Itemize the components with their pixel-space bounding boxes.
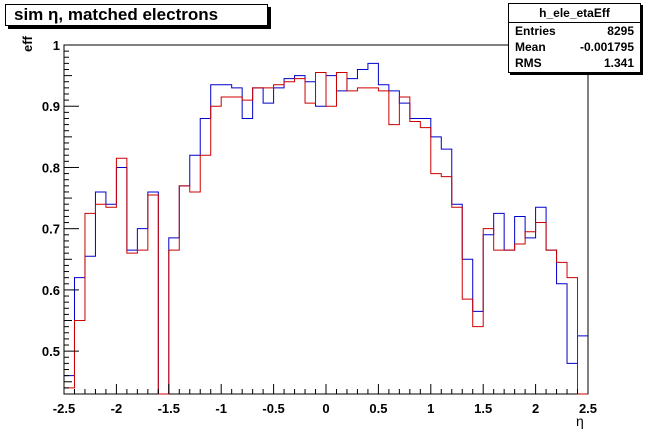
stats-label: RMS <box>515 56 542 70</box>
y-tick-label: 1 <box>53 38 60 53</box>
y-tick-label: 0.5 <box>42 344 60 359</box>
series-line-red <box>64 72 588 395</box>
x-axis-label: η <box>576 413 584 429</box>
x-tick-label: -2 <box>111 401 123 416</box>
y-tick-label: 0.9 <box>42 99 60 114</box>
x-tick-label: 1 <box>427 401 434 416</box>
stats-row-mean: Mean -0.001795 <box>509 39 640 55</box>
stats-value: 8295 <box>607 24 634 38</box>
y-axis-label: eff <box>20 36 35 52</box>
y-tick-label: 0.8 <box>42 160 60 175</box>
y-tick-label: 0.6 <box>42 283 60 298</box>
x-tick-label: -1 <box>215 401 227 416</box>
y-tick-label: 0.7 <box>42 222 60 237</box>
stats-row-rms: RMS 1.341 <box>509 55 640 71</box>
x-tick-label: 0.5 <box>369 401 387 416</box>
x-tick-label: 2 <box>532 401 539 416</box>
stats-label: Entries <box>515 24 556 38</box>
stats-value: 1.341 <box>603 56 634 70</box>
chart-title: sim η, matched electrons <box>5 4 268 26</box>
stats-label: Mean <box>515 40 546 54</box>
x-tick-label: -0.5 <box>262 401 284 416</box>
x-tick-label: -1.5 <box>158 401 180 416</box>
stats-row-entries: Entries 8295 <box>509 23 640 39</box>
x-tick-label: -2.5 <box>53 401 75 416</box>
stats-histogram-name: h_ele_etaEff <box>509 4 640 23</box>
series-layer <box>64 62 588 395</box>
stats-box: h_ele_etaEff Entries 8295 Mean -0.001795… <box>508 3 641 73</box>
x-tick-label: 1.5 <box>474 401 492 416</box>
x-tick-label: 2.5 <box>579 401 597 416</box>
stats-value: -0.001795 <box>579 40 634 54</box>
axis-layer: -2.5 -2 -1.5 -1 -0.5 0 0.5 1 1.5 2 2.5 0.5 0.6 0.7 0.8… <box>42 38 597 416</box>
x-tick-label: 0 <box>322 401 329 416</box>
